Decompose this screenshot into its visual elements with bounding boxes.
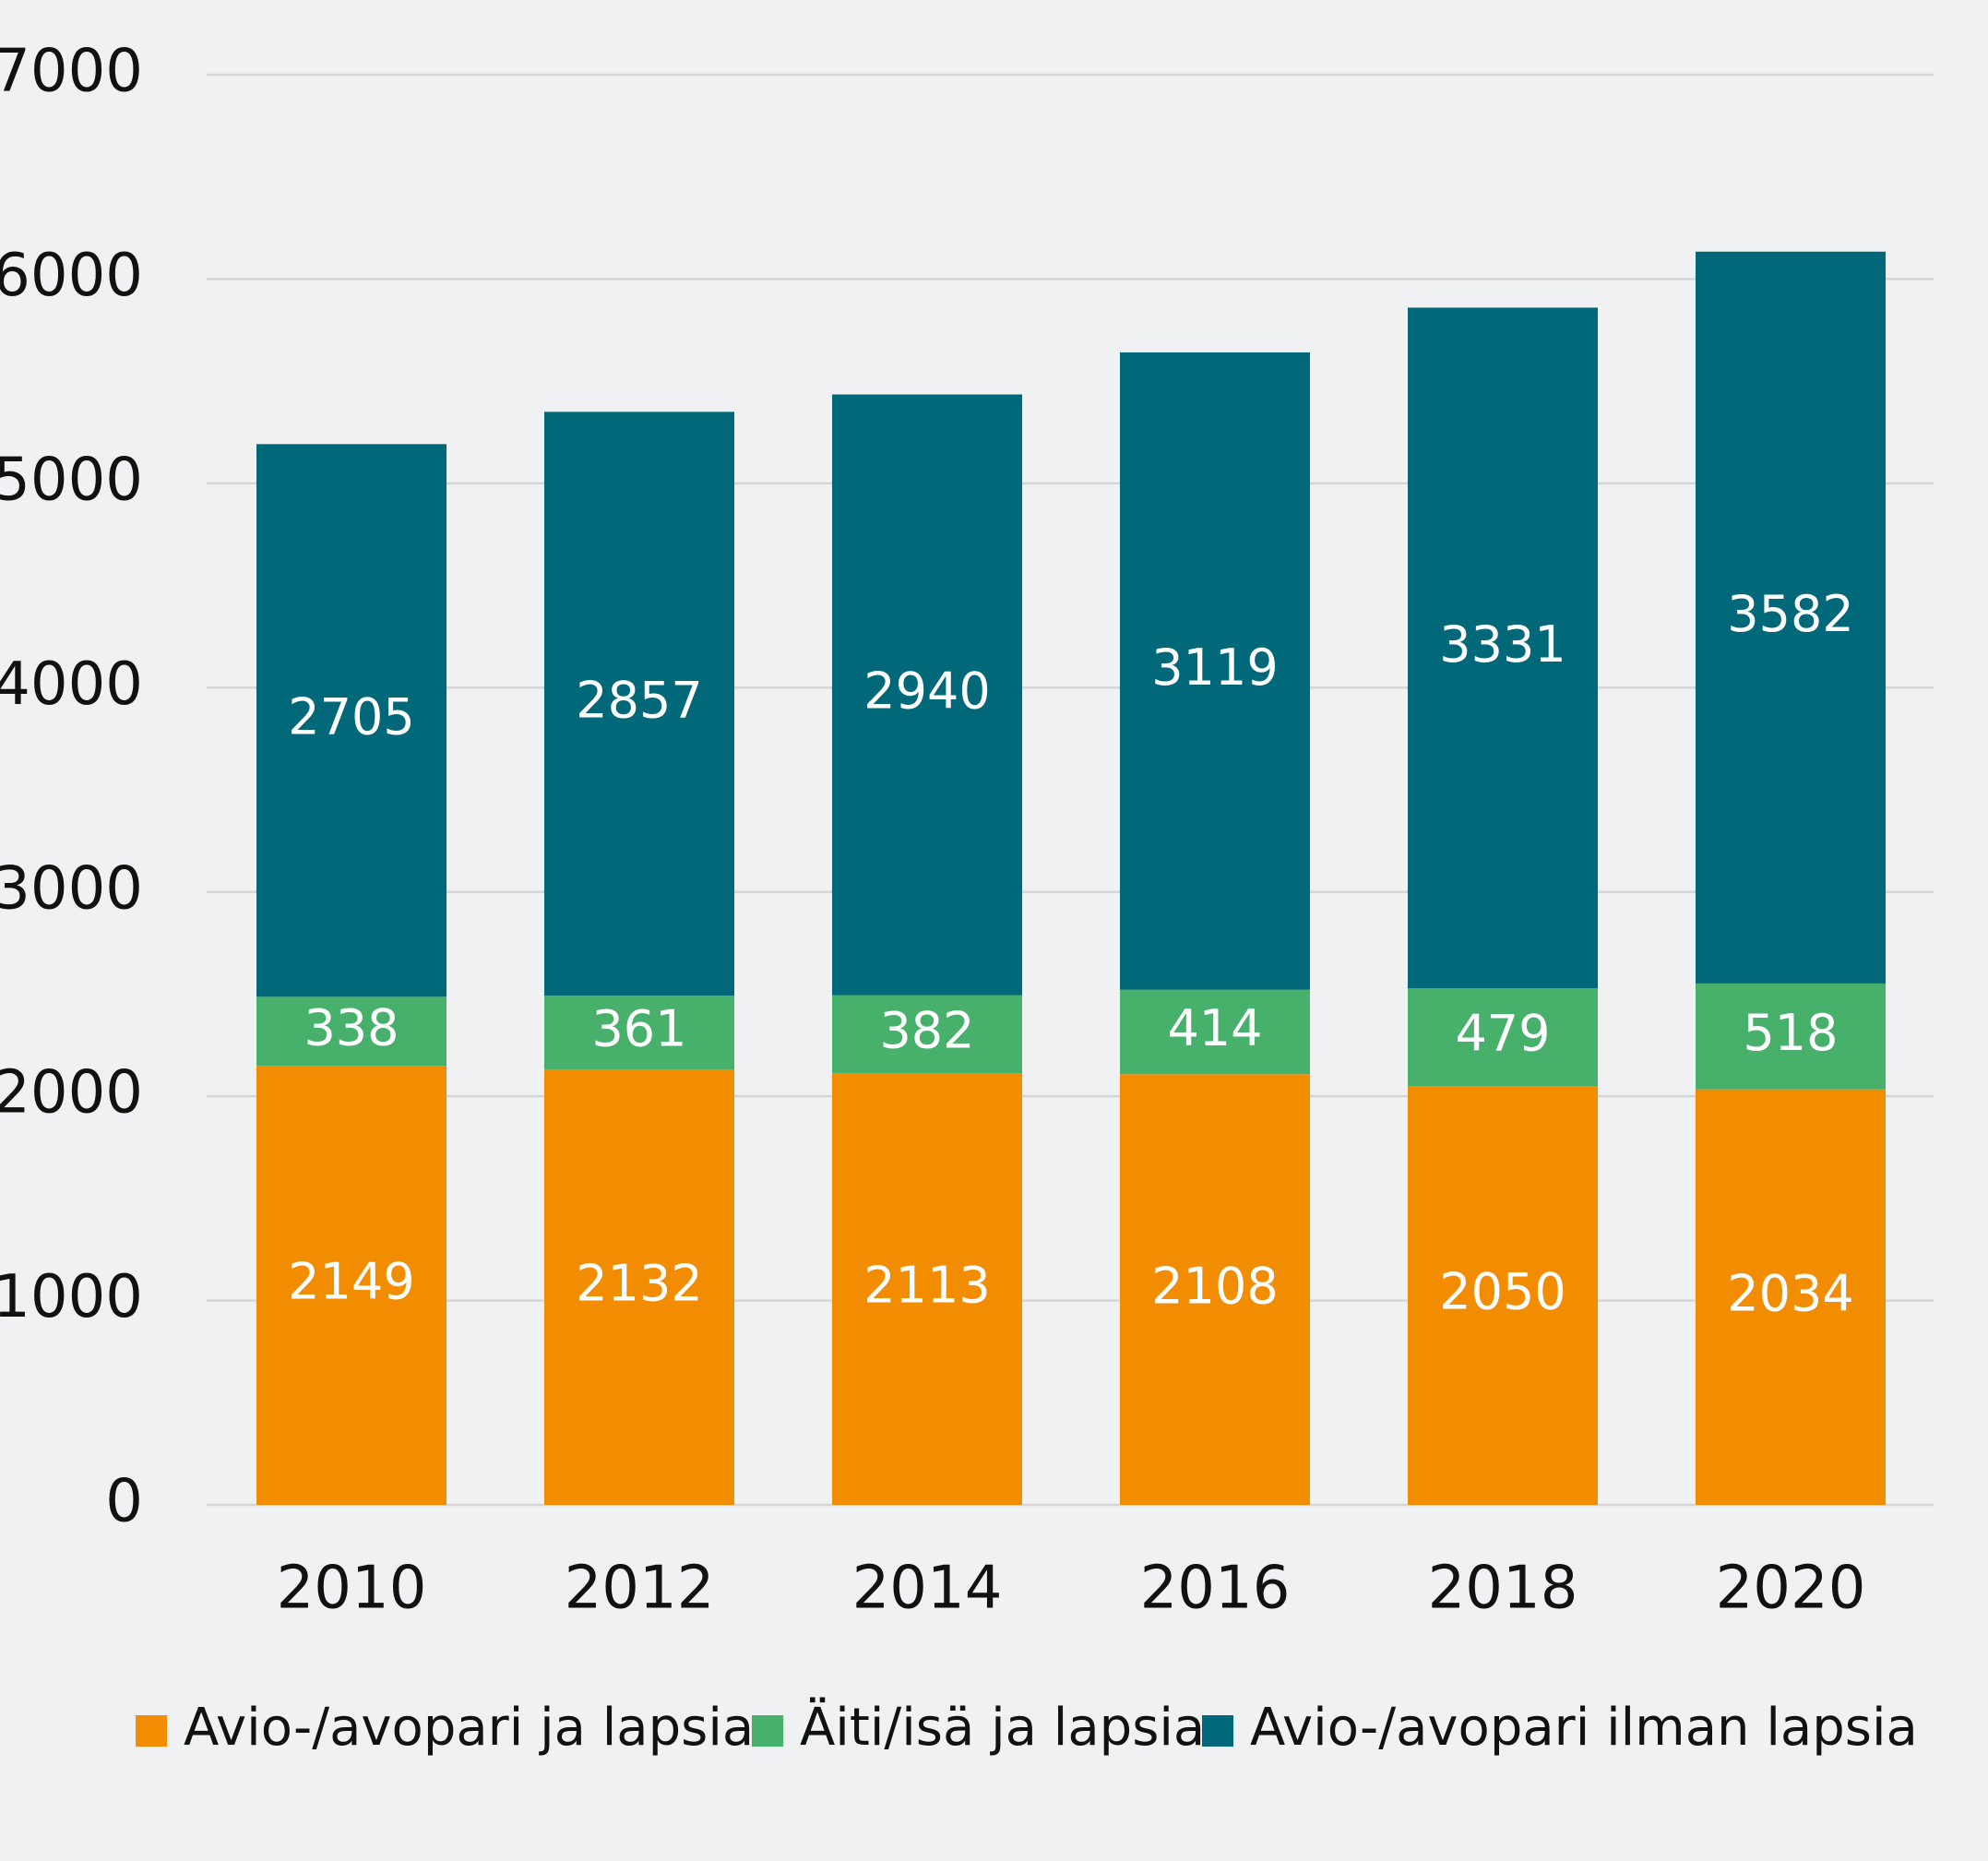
legend-label: Avio-/avopari ilman lapsia — [1250, 1698, 1918, 1758]
y-tick-label: 6000 — [0, 242, 143, 310]
bar-segment — [544, 995, 734, 1069]
x-tick-label: 2020 — [1716, 1555, 1866, 1623]
bar-segment — [1408, 307, 1598, 989]
bar-segment — [1696, 1089, 1886, 1505]
y-tick-label: 3000 — [0, 854, 143, 923]
data-label: 3331 — [1439, 615, 1565, 674]
data-label: 338 — [304, 998, 399, 1056]
bar-segment — [832, 1073, 1022, 1505]
data-label: 2034 — [1727, 1264, 1853, 1322]
x-tick-label: 2014 — [852, 1555, 1003, 1623]
legend-swatch — [752, 1715, 783, 1747]
x-tick-label: 2016 — [1140, 1555, 1291, 1623]
x-tick-label: 2018 — [1428, 1555, 1578, 1623]
bar-segment — [1408, 1086, 1598, 1505]
bar-segment — [256, 1066, 446, 1505]
bar-segment — [1120, 1074, 1310, 1505]
legend-swatch — [136, 1715, 167, 1747]
bar-segment — [256, 996, 446, 1067]
data-label: 382 — [879, 1001, 974, 1059]
legend-swatch — [1202, 1715, 1233, 1747]
data-label: 2705 — [288, 687, 414, 746]
bar-segment — [832, 995, 1022, 1074]
data-label: 518 — [1743, 1004, 1838, 1062]
data-label: 3582 — [1727, 585, 1853, 643]
bar-segment — [1696, 251, 1886, 984]
x-tick-label: 2012 — [565, 1555, 715, 1623]
data-label: 2940 — [863, 662, 990, 721]
bar-segment — [544, 412, 734, 996]
y-tick-label: 5000 — [0, 446, 143, 514]
bar-segment — [1696, 983, 1886, 1090]
data-label: 414 — [1167, 999, 1262, 1057]
data-label: 2132 — [576, 1255, 702, 1313]
y-tick-label: 2000 — [0, 1059, 143, 1127]
bar-segment — [1120, 989, 1310, 1075]
bar-segment — [544, 1068, 734, 1505]
y-tick-label: 0 — [105, 1468, 143, 1536]
bar-segment — [256, 444, 446, 997]
data-label: 361 — [591, 1000, 686, 1058]
x-tick-label: 2010 — [277, 1555, 427, 1623]
y-tick-label: 4000 — [0, 650, 143, 719]
y-tick-label: 7000 — [0, 38, 143, 106]
data-label: 2857 — [576, 671, 702, 729]
legend-label: Äiti/isä ja lapsia — [800, 1698, 1205, 1758]
bar-segment — [1120, 352, 1310, 990]
data-label: 2149 — [288, 1253, 414, 1311]
data-label: 2113 — [863, 1257, 990, 1315]
legend-label: Avio-/avopari ja lapsia — [184, 1698, 754, 1758]
data-label: 3119 — [1151, 638, 1278, 697]
y-tick-label: 1000 — [0, 1263, 143, 1331]
data-label: 2108 — [1151, 1257, 1278, 1315]
data-label: 2050 — [1439, 1263, 1565, 1321]
data-label: 479 — [1455, 1005, 1550, 1063]
bar-segment — [832, 394, 1022, 996]
bar-segment — [1408, 988, 1598, 1087]
